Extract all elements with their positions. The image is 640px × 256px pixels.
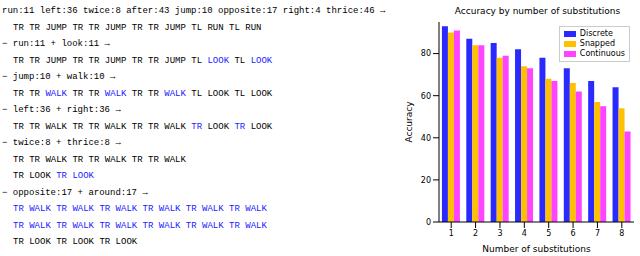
html-text:Accuracy by number of substitu: Accuracy by number of substitutions: [454, 6, 621, 16]
svg-text:80: 80: [421, 49, 431, 58]
svg-text:5: 5: [546, 229, 551, 238]
html-text:TR WALK TR WALK TR WALK TR WAL: TR WALK TR WALK TR WALK TR WALK TR WALK …: [13, 204, 267, 214]
html-text:TR LOOK TR LOOK: TR LOOK TR LOOK: [13, 171, 94, 181]
html-text:− left:36 + right:36 →: − left:36 + right:36 →: [2, 105, 121, 115]
html-text:− opposite:17 + around:17 →: − opposite:17 + around:17 →: [2, 187, 148, 198]
html-text:− jump:10 + walk:10 →: − jump:10 + walk:10 →: [2, 72, 116, 82]
html-text:TR TR WALK TR TR WALK TR TR WA: TR TR WALK TR TR WALK TR TR WALK TL LOOK…: [13, 88, 273, 99]
svg-text:Number of substitutions: Number of substitutions: [482, 244, 591, 254]
html-text:TR TR JUMP TR TR JUMP TR TR JU: TR TR JUMP TR TR JUMP TR TR JUMP TL RUN …: [13, 22, 262, 33]
svg-text:40: 40: [421, 134, 431, 143]
svg-text:20: 20: [421, 176, 431, 185]
svg-text:3: 3: [497, 229, 502, 238]
svg-text:2: 2: [473, 229, 478, 238]
html-text:TR TR WALK TR TR WALK TR TR WA: TR TR WALK TR TR WALK TR TR WALK: [13, 154, 186, 165]
html-text:TR TR WALK TR TR WALK TR TR WA: TR TR WALK TR TR WALK TR TR WALK TR LOOK…: [13, 121, 273, 132]
svg-text:Accuracy: Accuracy: [405, 101, 414, 143]
html-text:run:11 left:36 twice:8 after:4: run:11 left:36 twice:8 after:43 jump:10 …: [2, 6, 386, 16]
html-text:TR TR JUMP TR TR JUMP TR TR JU: TR TR JUMP TR TR JUMP TR TR JUMP TL LOOK…: [13, 55, 273, 66]
html-text:− run:11 + look:11 →: − run:11 + look:11 →: [2, 39, 110, 49]
svg-text:6: 6: [571, 229, 576, 238]
svg-text:1: 1: [449, 229, 454, 238]
html-text:Continuous: Continuous: [579, 49, 625, 58]
svg-text:7: 7: [595, 229, 600, 238]
html-text:TR WALK TR WALK TR WALK TR WAL: TR WALK TR WALK TR WALK TR WALK TR WALK …: [13, 220, 267, 231]
svg-text:60: 60: [421, 92, 431, 101]
svg-text:0: 0: [426, 218, 431, 227]
html-text:Snapped: Snapped: [579, 39, 615, 48]
html-text:− twice:8 + thrice:8 →: − twice:8 + thrice:8 →: [2, 138, 121, 148]
html-text:Discrete: Discrete: [579, 29, 613, 38]
svg-text:4: 4: [522, 229, 527, 238]
html-text:TR LOOK TR LOOK TR LOOK: TR LOOK TR LOOK TR LOOK: [13, 237, 138, 247]
svg-text:8: 8: [619, 229, 624, 238]
